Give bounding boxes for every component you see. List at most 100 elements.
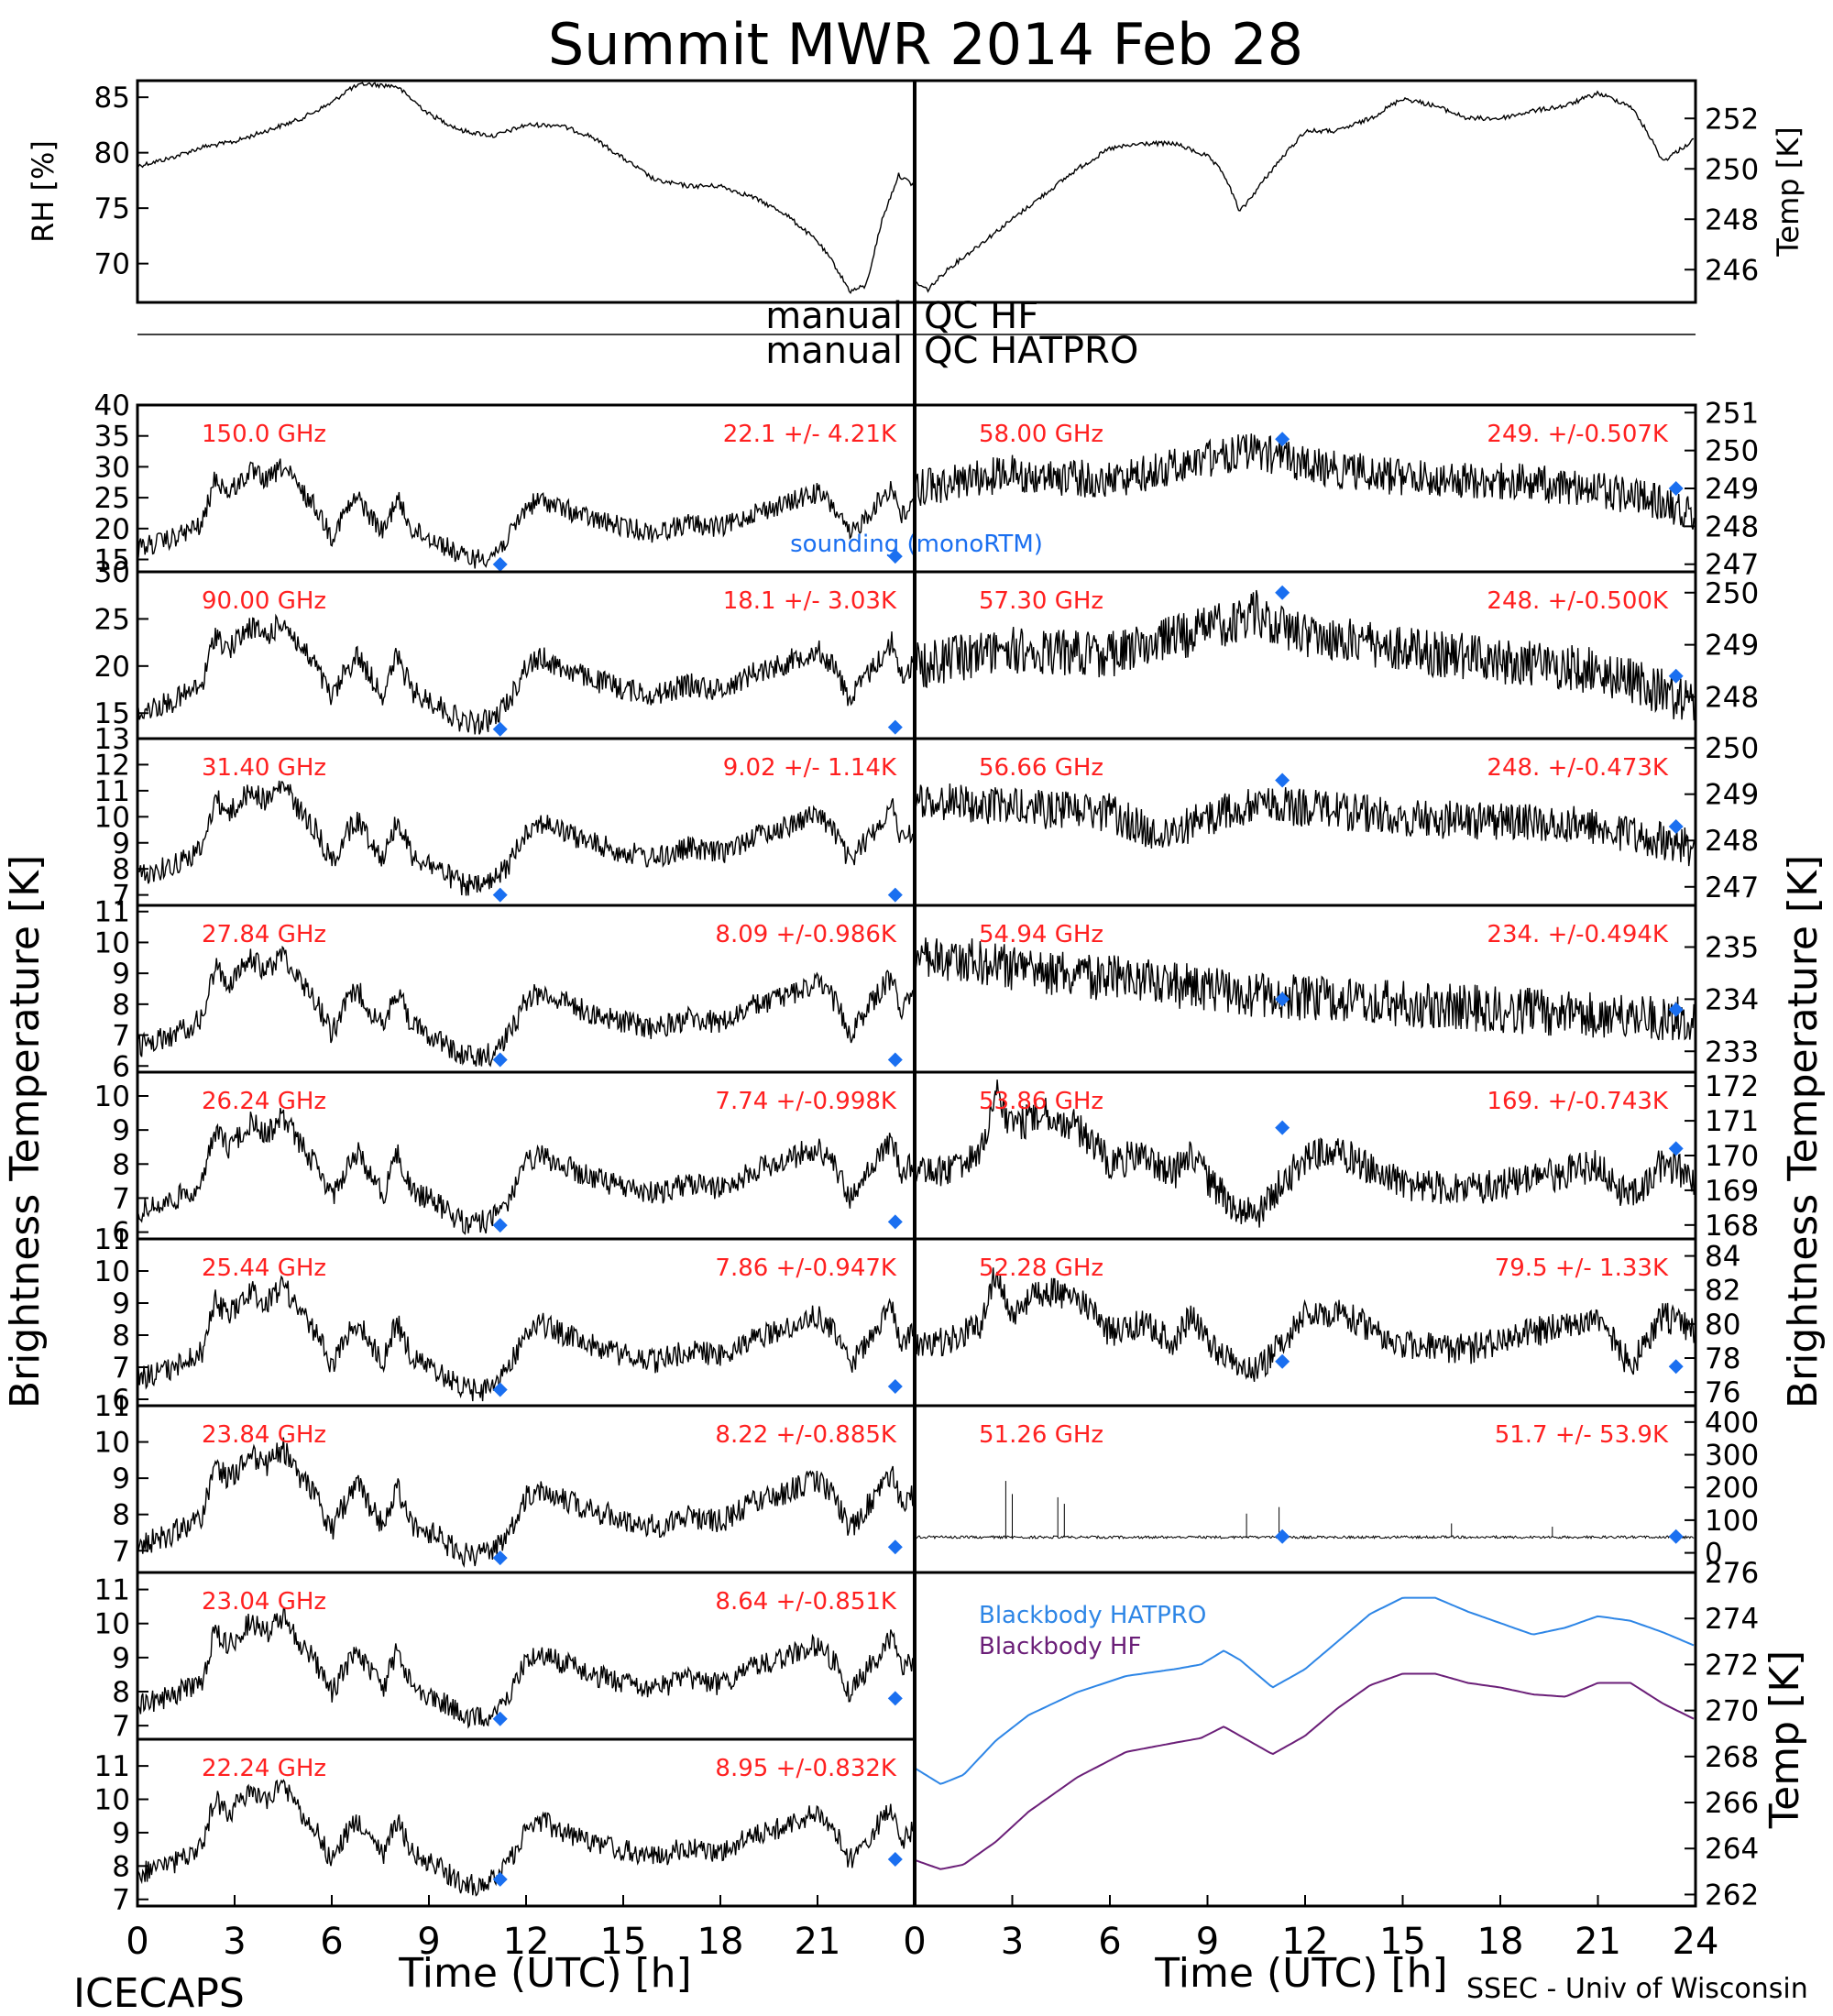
- footer-icecaps: ICECAPS: [73, 1970, 245, 2016]
- rh-axis-label: RH [%]: [26, 140, 60, 243]
- sounding-marker: [492, 1871, 508, 1887]
- left-panel-tick-label: 9: [112, 1287, 130, 1320]
- left-panel-tick-label: 35: [94, 421, 130, 454]
- right-panel-trace: [915, 589, 1695, 721]
- right-panel-tick-label: 400: [1705, 1407, 1759, 1440]
- left-panel-tick-label: 11: [94, 896, 130, 929]
- sounding-marker: [492, 556, 508, 572]
- blackbody-tick-label: 264: [1705, 1833, 1759, 1866]
- temp-tick-label: 250: [1705, 153, 1759, 186]
- right-panel-tick-label: 171: [1705, 1105, 1759, 1138]
- left-panel-tick-label: 20: [94, 651, 130, 684]
- sounding-marker: [1275, 585, 1290, 600]
- left-panel-tick-label: 15: [94, 544, 130, 577]
- right-channel-panels: 247 248 249 250 251 58.00 GHz 249. +/-0.507K 24…: [913, 397, 1759, 1574]
- left-panel-tick-label: 20: [94, 513, 130, 546]
- temp-axis-label: Temp [K]: [1771, 126, 1806, 257]
- channel-label: 150.0 GHz: [202, 421, 326, 448]
- right-time-tick-label: 9: [1196, 1921, 1219, 1963]
- right-panel-tick-label: 169: [1705, 1175, 1759, 1208]
- right-panel-tick-label: 249: [1705, 630, 1759, 663]
- right-panel-trace: [915, 433, 1695, 530]
- channel-label: 57.30 GHz: [979, 587, 1103, 615]
- left-time-tick-label: 18: [697, 1921, 744, 1963]
- left-xlabel: Time (UTC) [h]: [398, 1950, 691, 1997]
- left-panel-1: 15 20 25 30 90.00 GHz 18.1 +/- 3.03K: [94, 556, 916, 740]
- left-panel-tick-label: 25: [94, 482, 130, 515]
- left-time-tick-label: 9: [417, 1921, 440, 1963]
- right-panel-tick-label: 76: [1705, 1376, 1740, 1409]
- right-panel-tick-label: 248: [1705, 825, 1759, 858]
- channel-stats: 248. +/-0.500K: [1487, 587, 1669, 615]
- left-panel-tick-label: 11: [94, 1223, 130, 1256]
- channel-stats: 234. +/-0.494K: [1487, 921, 1669, 948]
- right-panel-tick-label: 84: [1705, 1241, 1740, 1274]
- channel-label: 31.40 GHz: [202, 754, 326, 782]
- channel-label: 23.84 GHz: [202, 1421, 326, 1449]
- left-panel-trace: [137, 1607, 914, 1729]
- qc-hf-manual-label: manual: [765, 295, 903, 337]
- right-panel-tick-label: 233: [1705, 1035, 1759, 1068]
- blackbody-tick-label: 262: [1705, 1879, 1759, 1912]
- right-panel-1: 248 249 250 57.30 GHz 248. +/-0.500K: [913, 570, 1759, 740]
- left-panel-tick-label: 15: [94, 697, 130, 730]
- left-panel-tick-label: 6: [112, 1217, 130, 1250]
- left-panel-tick-label: 7: [112, 880, 130, 913]
- left-panel-tick-label: 10: [94, 1784, 130, 1817]
- left-time-tick-label: 6: [320, 1921, 343, 1963]
- right-panel-tick-label: 82: [1705, 1275, 1740, 1308]
- left-panel-trace: [137, 1108, 914, 1235]
- qc-hatpro-label: QC HATPRO: [924, 330, 1138, 372]
- right-time-tick-label: 15: [1379, 1921, 1426, 1963]
- left-panel-tick-label: 7: [112, 1182, 130, 1215]
- right-panel-tick-label: 78: [1705, 1342, 1740, 1375]
- left-panel-tick-label: 11: [94, 775, 130, 808]
- channel-label: 53.86 GHz: [979, 1088, 1103, 1115]
- left-panel-tick-label: 10: [94, 926, 130, 959]
- right-panel-trace: [915, 937, 1695, 1041]
- left-panel-tick-label: 8: [112, 1499, 130, 1532]
- left-time-tick-label: 0: [126, 1921, 148, 1963]
- blackbody-tick-label: 266: [1705, 1787, 1759, 1820]
- channel-stats: 8.09 +/-0.986K: [715, 921, 897, 948]
- sounding-marker: [1668, 668, 1684, 684]
- right-panel-tick-label: 251: [1705, 397, 1759, 430]
- left-ylabel: Brightness Temperature [K]: [2, 855, 49, 1408]
- channel-stats: 169. +/-0.743K: [1487, 1088, 1669, 1115]
- temp-tick-label: 252: [1705, 103, 1759, 136]
- sounding-marker: [492, 1052, 508, 1068]
- channel-label: 56.66 GHz: [979, 754, 1103, 782]
- sounding-marker: [887, 719, 903, 735]
- right-panel-tick-label: 250: [1705, 732, 1759, 765]
- right-time-tick-label: 21: [1575, 1921, 1621, 1963]
- channel-label: 23.04 GHz: [202, 1588, 326, 1616]
- sounding-marker: [887, 1691, 903, 1706]
- sounding-marker: [492, 1218, 508, 1233]
- channel-label: 25.44 GHz: [202, 1255, 326, 1282]
- left-panel-tick-label: 30: [94, 451, 130, 484]
- left-panel-tick-label: 13: [94, 723, 130, 756]
- left-panel-trace: [137, 1779, 914, 1897]
- legend-blackbody-hatpro: Blackbody HATPRO: [979, 1602, 1206, 1629]
- sounding-marker: [1275, 772, 1290, 788]
- right-panel-tick-label: 100: [1705, 1505, 1759, 1538]
- right-panel-tick-label: 235: [1705, 932, 1759, 965]
- blackbody-tick-label: 272: [1705, 1649, 1759, 1682]
- rh-tick-label: 75: [94, 192, 130, 225]
- left-panel-trace: [137, 1275, 914, 1402]
- left-panel-tick-label: 11: [94, 1750, 130, 1783]
- left-panel-trace: [137, 1437, 914, 1569]
- left-panel-tick-label: 10: [94, 1080, 130, 1113]
- right-panel-tick-label: 250: [1705, 435, 1759, 468]
- left-time-tick-label: 3: [223, 1921, 246, 1963]
- channel-label: 22.24 GHz: [202, 1755, 326, 1782]
- blackbody-panel: 262 264 266 268 270 272 274 276 Blackbody HATPRO…: [913, 1557, 1808, 1912]
- time-axes: 0 3 6 9 12 15 18 21 0 3 6 9 12 15 18 21 24: [126, 1895, 1718, 1963]
- channel-label: 51.26 GHz: [979, 1421, 1103, 1449]
- blackbody-tick-label: 268: [1705, 1741, 1759, 1774]
